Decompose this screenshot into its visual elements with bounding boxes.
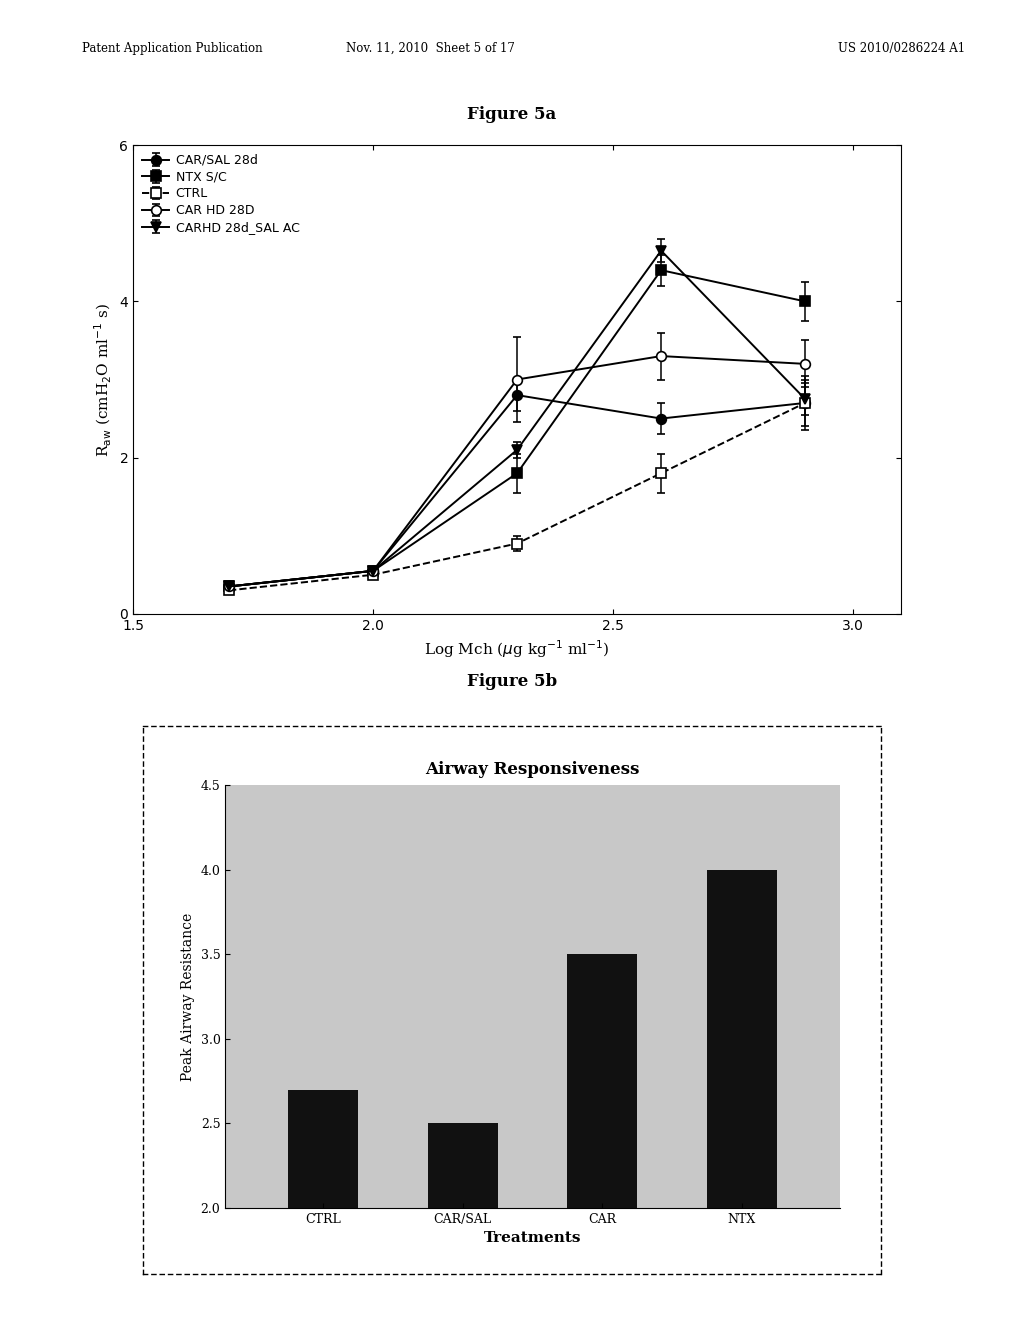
Bar (567, 954, 637, 1208)
Text: Patent Application Publication: Patent Application Publication (82, 42, 262, 55)
Text: Figure 5b: Figure 5b (467, 673, 557, 690)
Y-axis label: R$_{\mathrm{aw}}$ (cmH$_2$O ml$^{-1}$ s): R$_{\mathrm{aw}}$ (cmH$_2$O ml$^{-1}$ s) (93, 302, 114, 457)
Text: Nov. 11, 2010  Sheet 5 of 17: Nov. 11, 2010 Sheet 5 of 17 (346, 42, 514, 55)
Y-axis label: Peak Airway Resistance: Peak Airway Resistance (181, 912, 195, 1081)
X-axis label: Treatments: Treatments (483, 1232, 582, 1245)
Text: Figure 5a: Figure 5a (467, 106, 557, 123)
Title: Airway Responsiveness: Airway Responsiveness (425, 762, 640, 779)
Text: US 2010/0286224 A1: US 2010/0286224 A1 (838, 42, 965, 55)
Bar (428, 1123, 498, 1208)
Legend: CAR/SAL 28d, NTX S/C, CTRL, CAR HD 28D, CARHD 28d_SAL AC: CAR/SAL 28d, NTX S/C, CTRL, CAR HD 28D, … (137, 149, 304, 239)
Bar (707, 870, 777, 1208)
X-axis label: Log Mch ($\mu$g kg$^{-1}$ ml$^{-1}$): Log Mch ($\mu$g kg$^{-1}$ ml$^{-1}$) (424, 638, 610, 660)
Bar (288, 1089, 358, 1208)
